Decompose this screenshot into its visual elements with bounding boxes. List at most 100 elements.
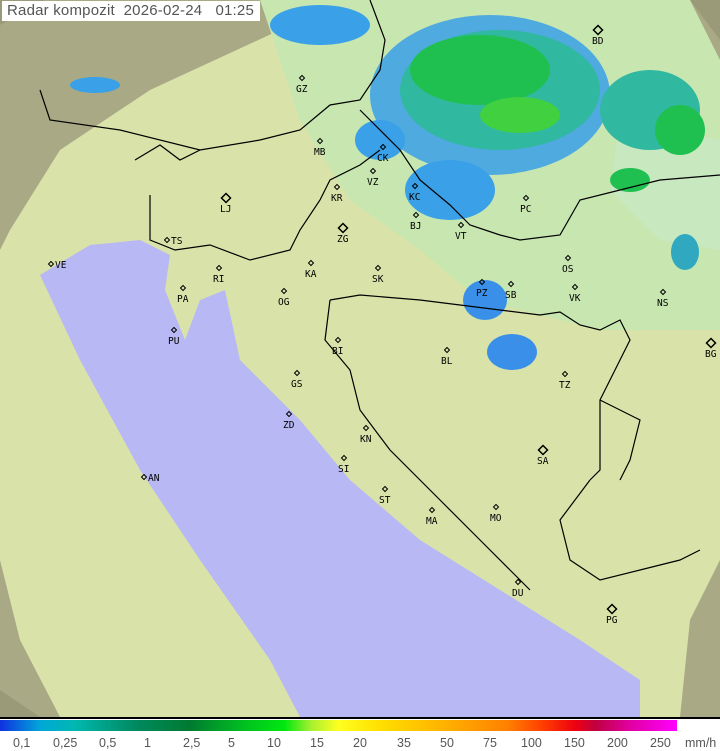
city-kc: KC — [409, 182, 420, 203]
city-bl: BL — [441, 346, 453, 367]
title-time: 01:25 — [215, 2, 254, 19]
city-marker-icon — [362, 424, 370, 432]
legend-label: 0,5 — [99, 736, 117, 750]
city-bj: BJ — [410, 211, 421, 232]
legend-label: 10 — [267, 736, 281, 750]
city-an: AN — [140, 473, 160, 484]
city-marker-icon — [285, 410, 293, 418]
city-label: RI — [213, 274, 224, 285]
precip-echo — [671, 234, 699, 270]
city-sb: SB — [505, 280, 517, 301]
precip-echo — [405, 160, 495, 220]
city-label: PU — [168, 336, 180, 347]
precip-echo — [655, 105, 705, 155]
city-kr: KR — [331, 183, 343, 204]
legend-label: 5 — [228, 736, 235, 750]
city-label: SB — [505, 290, 517, 301]
sea-area — [40, 240, 640, 717]
city-mb: MB — [314, 137, 326, 158]
title-date: 2026-02-24 — [123, 2, 203, 19]
legend-label: 150 — [564, 736, 585, 750]
city-marker-icon — [374, 264, 382, 272]
city-label: MO — [490, 513, 502, 524]
city-markers: GZ BD MB CK VZ KR KC LJ PC VT BJ ZG TS VE KA SK OS RI PA OG… — [47, 24, 717, 626]
city-mo: MO — [490, 503, 502, 524]
city-label: SK — [372, 274, 384, 285]
city-marker-icon — [316, 137, 324, 145]
city-marker-icon — [571, 283, 579, 291]
city-label: DU — [512, 588, 524, 599]
city-vt: VT — [455, 221, 467, 242]
city-label: PA — [177, 294, 189, 305]
city-zg: ZG — [337, 222, 349, 245]
city-marker-icon — [514, 578, 522, 586]
city-marker-icon — [561, 370, 569, 378]
city-marker-icon — [47, 260, 55, 268]
city-label: VE — [55, 260, 67, 271]
city-os: OS — [562, 254, 574, 275]
city-label: OG — [278, 297, 290, 308]
country-borders — [39, 0, 720, 591]
precipitation-echoes — [70, 5, 705, 370]
city-vz: VZ — [367, 167, 379, 188]
precipitation-color-scale — [0, 720, 677, 731]
city-label: KN — [360, 434, 372, 445]
city-ts: TS — [163, 236, 183, 247]
city-marker-icon — [340, 454, 348, 462]
city-ve: VE — [47, 260, 67, 271]
city-label: MA — [426, 516, 438, 527]
city-marker-icon — [507, 280, 515, 288]
legend-label: 50 — [440, 736, 454, 750]
city-marker-icon — [381, 485, 389, 493]
city-marker-icon — [215, 264, 223, 272]
city-ns: NS — [657, 288, 669, 309]
city-label: BI — [332, 346, 343, 357]
legend-label: 20 — [353, 736, 367, 750]
precip-echo — [355, 120, 405, 160]
city-marker-icon — [298, 74, 306, 82]
city-label: CK — [377, 153, 389, 164]
city-marker-icon — [280, 287, 288, 295]
border — [39, 0, 386, 151]
city-ka: KA — [305, 259, 317, 280]
city-marker-icon — [522, 194, 530, 202]
city-label: VK — [569, 293, 581, 304]
city-zd: ZD — [283, 410, 295, 431]
city-marker-icon — [478, 278, 486, 286]
plain-area — [610, 120, 720, 250]
legend-label: 2,5 — [183, 736, 201, 750]
city-label: ST — [379, 495, 391, 506]
city-label: GS — [291, 379, 303, 390]
city-label: ZG — [337, 234, 349, 245]
border — [329, 294, 631, 481]
precip-echo — [70, 77, 120, 93]
city-label: AN — [148, 473, 160, 484]
legend-label: 35 — [397, 736, 411, 750]
legend-label: 200 — [607, 736, 628, 750]
city-marker-icon — [379, 143, 387, 151]
precip-echo — [270, 5, 370, 45]
city-si: SI — [338, 454, 349, 475]
city-marker-icon — [369, 167, 377, 175]
city-marker-icon — [220, 192, 232, 204]
legend-label: 100 — [521, 736, 542, 750]
city-marker-icon — [443, 346, 451, 354]
border — [359, 109, 720, 241]
city-label: BL — [441, 356, 453, 367]
city-marker-icon — [705, 337, 717, 349]
city-ma: MA — [426, 506, 438, 527]
city-og: OG — [278, 287, 290, 308]
legend-label: 75 — [483, 736, 497, 750]
city-label: LJ — [220, 204, 231, 215]
city-bd: BD — [592, 24, 604, 47]
city-marker-icon — [412, 211, 420, 219]
legend-labels: 0,1 0,25 0,5 1 2,5 5 10 15 20 35 50 75 1… — [0, 736, 720, 751]
city-marker-icon — [428, 506, 436, 514]
city-label: GZ — [296, 84, 308, 95]
city-pc: PC — [520, 194, 531, 215]
city-marker-icon — [293, 369, 301, 377]
title-label: Radar kompozit — [7, 2, 115, 19]
city-marker-icon — [179, 284, 187, 292]
border — [134, 144, 201, 161]
city-marker-icon — [659, 288, 667, 296]
